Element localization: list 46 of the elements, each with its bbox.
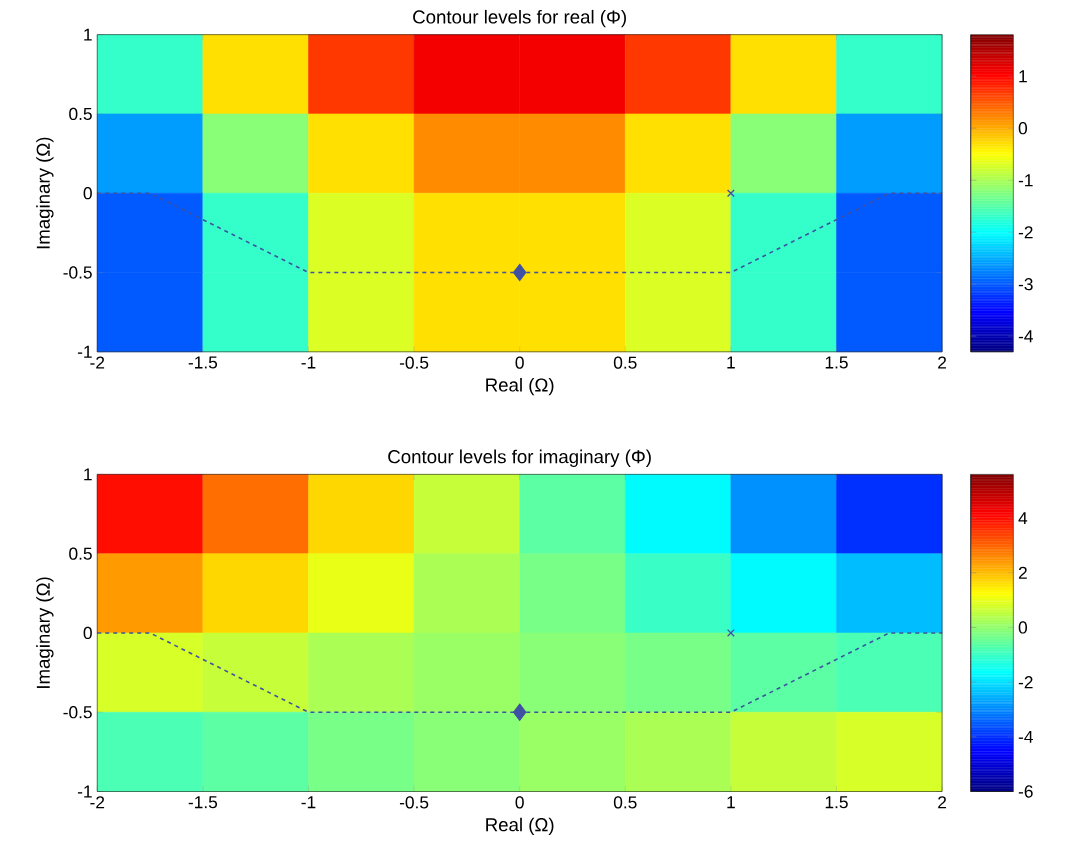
x-tick-label: 0	[515, 796, 524, 809]
x-tick-label: 0.5	[613, 796, 637, 809]
y-tick-label: -1	[77, 345, 92, 358]
x-tick-label: 1	[727, 796, 735, 809]
color-bar-label: 4	[1018, 512, 1028, 525]
y-tick-label: 0.5	[69, 547, 92, 560]
x-tick-label: 1	[727, 356, 735, 369]
color-bar-label: -4	[1018, 730, 1033, 743]
color-bar-label: -3	[1018, 278, 1033, 291]
x-axis-title: Real (Ω)	[486, 377, 554, 396]
color-bar-label: -1	[1018, 174, 1033, 187]
y-tick-label: 0.5	[69, 107, 92, 120]
y-tick-label: 0	[83, 187, 92, 200]
color-bar-label: 0	[1018, 621, 1028, 634]
y-tick-label: -0.5	[63, 266, 92, 279]
color-bar-label: -2	[1018, 226, 1033, 239]
x-tick-label: -1	[301, 796, 316, 809]
y-tick-label: 1	[84, 28, 92, 41]
color-bar-label: 2	[1018, 566, 1027, 579]
y-tick-label: -0.5	[63, 706, 92, 719]
color-bar-label: -2	[1018, 676, 1033, 689]
y-axis-title: Imaginary (Ω)	[36, 577, 54, 688]
x-tick-label: -1.5	[188, 796, 218, 809]
color-bar-label: -6	[1018, 785, 1033, 798]
x-tick-label: 1.5	[825, 356, 848, 369]
x-tick-label: 0.5	[613, 356, 637, 369]
x-tick-label: 1.5	[825, 796, 848, 809]
x-tick-label: -0.5	[399, 356, 429, 369]
x-axis-title: Real (Ω)	[486, 817, 554, 835]
x-tick-label: -2	[90, 796, 105, 809]
x-tick-label: 2	[938, 356, 947, 369]
chart-title: Contour levels for imaginary (Φ)	[388, 449, 651, 467]
y-axis-title: Imaginary (Ω)	[36, 137, 54, 249]
color-bar-label: 0	[1018, 122, 1028, 135]
y-tick-label: -1	[77, 785, 92, 798]
x-tick-label: -2	[90, 356, 105, 369]
color-bar-label: -4	[1018, 330, 1033, 343]
color-bar-label: 1	[1019, 70, 1027, 83]
x-tick-label: -0.5	[399, 796, 429, 809]
x-tick-label: 0	[515, 356, 524, 369]
y-tick-label: 0	[83, 626, 92, 640]
y-tick-label: 1	[84, 468, 92, 481]
x-tick-label: -1.5	[188, 356, 218, 369]
chart-title: Contour levels for real (Φ)	[413, 9, 626, 28]
x-tick-label: -1	[301, 356, 316, 369]
x-tick-label: 2	[938, 796, 947, 809]
